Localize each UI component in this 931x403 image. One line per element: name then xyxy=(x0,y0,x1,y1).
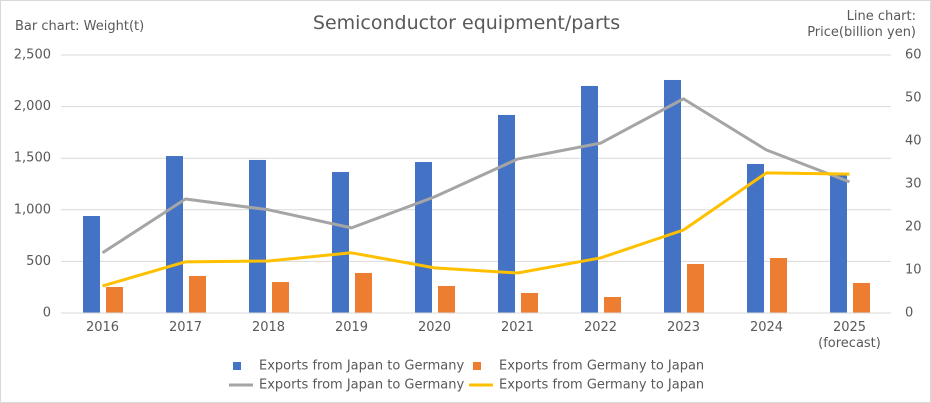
bar xyxy=(332,172,349,313)
bar xyxy=(581,85,598,314)
x-tick-label: 2017 xyxy=(168,320,203,335)
x-tick-label: 2024 xyxy=(749,320,784,335)
x-tick-label: 2021 xyxy=(500,320,535,335)
bar xyxy=(664,79,681,314)
bar xyxy=(106,286,123,313)
bar xyxy=(521,292,538,313)
legend-swatch xyxy=(233,362,241,370)
bar xyxy=(83,215,100,313)
legend-label: Exports from Japan to Germany xyxy=(259,378,464,393)
y2-tick-label: 0 xyxy=(905,306,913,321)
legend-label: Exports from Germany to Japan xyxy=(499,359,704,374)
bar xyxy=(355,272,372,313)
bar xyxy=(166,156,183,313)
y2-tick-label: 40 xyxy=(905,134,922,149)
bar xyxy=(415,162,432,313)
legend-label: Exports from Germany to Japan xyxy=(499,378,704,393)
bar xyxy=(249,159,266,313)
bar xyxy=(604,297,621,313)
y-tick-label: 2,500 xyxy=(14,48,51,63)
bar xyxy=(272,282,289,313)
y2-tick-label: 30 xyxy=(905,177,922,192)
legend-swatch xyxy=(473,362,481,370)
line xyxy=(101,97,851,255)
y2-tick-label: 10 xyxy=(905,263,922,278)
chart-title: Semiconductor equipment/parts xyxy=(312,12,621,34)
y-tick-label: 500 xyxy=(26,254,51,269)
y2-tick-label: 50 xyxy=(905,91,922,106)
bar xyxy=(498,114,515,313)
y2-axis-title: Line chart: Price(billion yen) xyxy=(807,9,916,40)
legend-label: Exports from Japan to Germany xyxy=(259,359,464,374)
x-tick-label: 2018 xyxy=(251,320,286,335)
x-tick-label: 2020 xyxy=(417,320,452,335)
bar xyxy=(853,282,870,313)
x-tick-label: 2023 xyxy=(666,320,701,335)
x-tick-label: 2022 xyxy=(583,320,618,335)
line xyxy=(102,171,850,288)
bar xyxy=(747,163,764,313)
y-axis-title: Bar chart: Weight(t) xyxy=(15,19,145,34)
y-tick-label: 2,000 xyxy=(14,99,51,114)
bar xyxy=(189,275,206,313)
y2-tick-label: 60 xyxy=(905,48,922,63)
x-tick-label: 2016 xyxy=(85,320,120,335)
y2-tick-label: 20 xyxy=(905,220,922,235)
bar xyxy=(770,257,787,313)
y-tick-label: 1,000 xyxy=(14,202,51,217)
bar xyxy=(830,173,847,313)
y-tick-label: 1,500 xyxy=(14,151,51,166)
x-tick-label: 2019 xyxy=(334,320,369,335)
y-tick-label: 0 xyxy=(43,306,51,321)
bar xyxy=(687,263,704,313)
x-tick-label: 2025 (forecast) xyxy=(818,320,881,351)
bar xyxy=(438,285,455,313)
